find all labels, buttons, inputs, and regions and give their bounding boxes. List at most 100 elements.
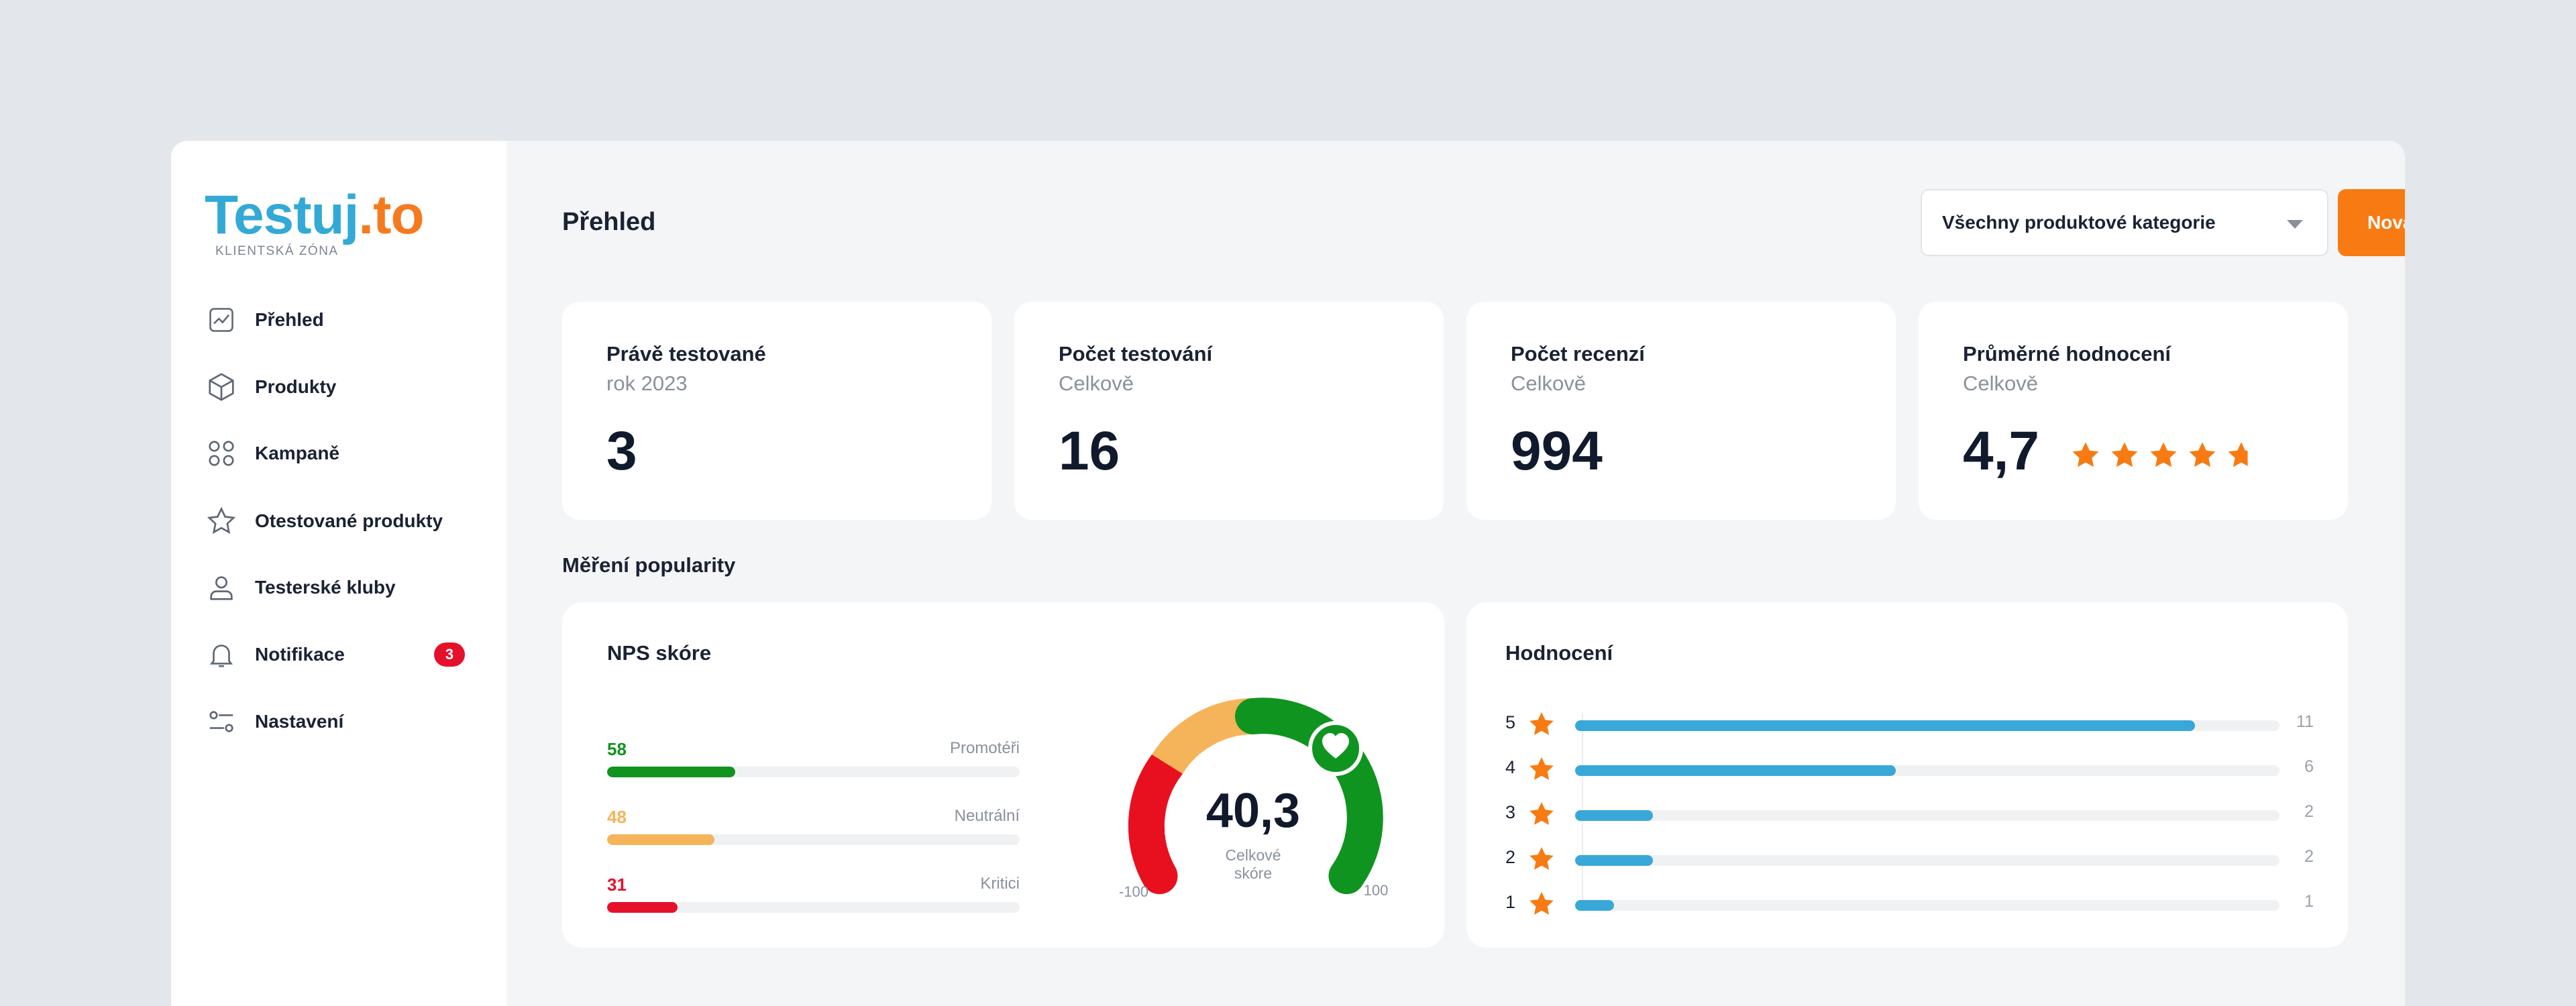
category-select-value: Všechny produktové kategorie — [1942, 212, 2216, 233]
nps-title: NPS skóre — [607, 641, 712, 665]
nps-row-neutral: 48 Neutrální — [607, 807, 1020, 845]
main-content: Přehled Všechny produktové kategorie Nov… — [506, 141, 2405, 1006]
star-icon — [2228, 442, 2248, 467]
gauge-max-label: 100 — [1364, 882, 1389, 899]
box-icon — [205, 370, 238, 404]
star-icon — [1529, 802, 1554, 825]
chart-line-icon — [205, 303, 238, 337]
kpi-title: Počet recenzí — [1511, 342, 1645, 366]
logo-text: Testuj.to — [205, 184, 425, 245]
rating-track — [1575, 855, 2279, 866]
rating-bar — [1575, 855, 1653, 866]
rating-star — [1527, 754, 1556, 787]
rating-stars-label: 1 — [1505, 892, 1516, 912]
star-icon — [1529, 712, 1554, 735]
rating-stars-label: 5 — [1505, 712, 1516, 732]
grid-circles-icon — [205, 437, 238, 470]
rating-bar — [1575, 765, 1896, 776]
rating-stars — [2070, 439, 2257, 471]
rating-star — [1527, 889, 1556, 922]
nps-fill — [607, 767, 735, 777]
category-select[interactable]: Všechny produktové kategorie — [1921, 189, 2328, 256]
nps-label: Kritici — [980, 875, 1020, 893]
ratings-card: Hodnocení 5 11 4 6 3 2 2 2 1 1 — [1466, 602, 2348, 948]
rating-stars-label: 3 — [1505, 802, 1516, 822]
rating-count: 6 — [2304, 757, 2314, 776]
section-title: Měření popularity — [562, 553, 736, 577]
nps-value: 58 — [607, 739, 627, 759]
nps-label: Neutrální — [954, 807, 1020, 825]
notification-badge: 3 — [434, 642, 465, 667]
star-icon — [1529, 892, 1554, 915]
sidebar: Testuj.to KLIENTSKÁ ZÓNA Přehled Produkt… — [171, 141, 506, 1006]
nps-track — [607, 834, 1020, 845]
sliders-icon — [205, 705, 238, 738]
rating-bar — [1575, 810, 1653, 821]
kpi-value: 16 — [1059, 421, 1120, 482]
rating-count: 11 — [2296, 712, 2314, 731]
sidebar-item-otestovane[interactable]: Otestované produkty — [205, 501, 473, 541]
sidebar-item-label: Otestované produkty — [255, 510, 443, 531]
nps-row-critics: 31 Kritici — [607, 875, 1020, 913]
nps-card: NPS skóre 58 Promotéři 48 Neutrální 31 K… — [562, 602, 1444, 948]
star-icon — [2150, 442, 2177, 467]
kpi-title: Počet testování — [1059, 342, 1213, 366]
logo[interactable]: Testuj.to KLIENTSKÁ ZÓNA — [205, 184, 425, 259]
nps-fill — [607, 834, 714, 845]
sidebar-item-produkty[interactable]: Produkty — [205, 367, 473, 407]
nps-fill — [607, 902, 678, 913]
kpi-value: 3 — [606, 421, 637, 482]
heart-icon — [1322, 733, 1349, 759]
rating-bar — [1575, 900, 1614, 911]
rating-stars-label: 2 — [1505, 847, 1516, 867]
sidebar-item-label: Notifikace — [255, 644, 345, 665]
kpi-card-currently-tested: Právě testované rok 2023 3 — [562, 302, 991, 520]
star-icon — [2072, 442, 2099, 467]
rating-star — [1527, 710, 1556, 742]
kpi-card-tests-count: Počet testování Celkově 16 — [1014, 302, 1444, 520]
kpi-value: 994 — [1511, 421, 1603, 482]
sidebar-item-label: Nastavení — [255, 711, 344, 732]
star-icon — [1529, 847, 1554, 870]
rating-star — [1527, 844, 1556, 877]
kpi-subtitle: Celkově — [1059, 372, 1134, 395]
kpi-title: Průměrné hodnocení — [1963, 342, 2171, 366]
sidebar-item-label: Kampaně — [255, 443, 340, 463]
gauge-score: 40,3 — [1206, 784, 1300, 838]
rating-track — [1575, 900, 2279, 911]
sidebar-item-label: Testerské kluby — [255, 577, 396, 598]
star-icon — [2111, 442, 2138, 467]
sidebar-item-testerske-kluby[interactable]: Testerské kluby — [205, 567, 473, 608]
rating-stars-label: 4 — [1505, 757, 1516, 777]
nps-track — [607, 902, 1020, 913]
rating-count: 2 — [2304, 802, 2314, 821]
nps-value: 31 — [607, 875, 627, 895]
ratings-title: Hodnocení — [1505, 641, 1613, 665]
kpi-title: Právě testované — [606, 342, 766, 366]
rating-track — [1575, 765, 2279, 776]
sidebar-item-notifikace[interactable]: Notifikace 3 — [205, 634, 473, 675]
sidebar-item-label: Přehled — [255, 309, 324, 330]
kpi-card-average-rating: Průměrné hodnocení Celkově 4,7 — [1919, 302, 2348, 520]
nps-label: Promotéři — [949, 739, 1020, 757]
rating-count: 1 — [2304, 892, 2314, 911]
sidebar-item-nastaveni[interactable]: Nastavení — [205, 702, 473, 742]
rating-bar — [1575, 720, 2195, 731]
star-icon — [205, 504, 238, 538]
gauge-ticks — [1164, 735, 1343, 838]
nps-row-promoters: 58 Promotéři — [607, 739, 1020, 777]
nps-value: 48 — [607, 807, 627, 827]
new-campaign-button[interactable]: Nová kampaň — [2338, 189, 2405, 256]
sidebar-item-kampane[interactable]: Kampaně — [205, 433, 473, 473]
page-title: Přehled — [562, 208, 656, 236]
kpi-subtitle: Celkově — [1511, 372, 1586, 395]
app-window: Testuj.to KLIENTSKÁ ZÓNA Přehled Produkt… — [171, 141, 2405, 1006]
logo-subtitle: KLIENTSKÁ ZÓNA — [215, 244, 339, 258]
sidebar-item-prehled[interactable]: Přehled — [205, 300, 473, 340]
chevron-down-icon — [2287, 220, 2303, 229]
bell-icon — [205, 638, 238, 671]
